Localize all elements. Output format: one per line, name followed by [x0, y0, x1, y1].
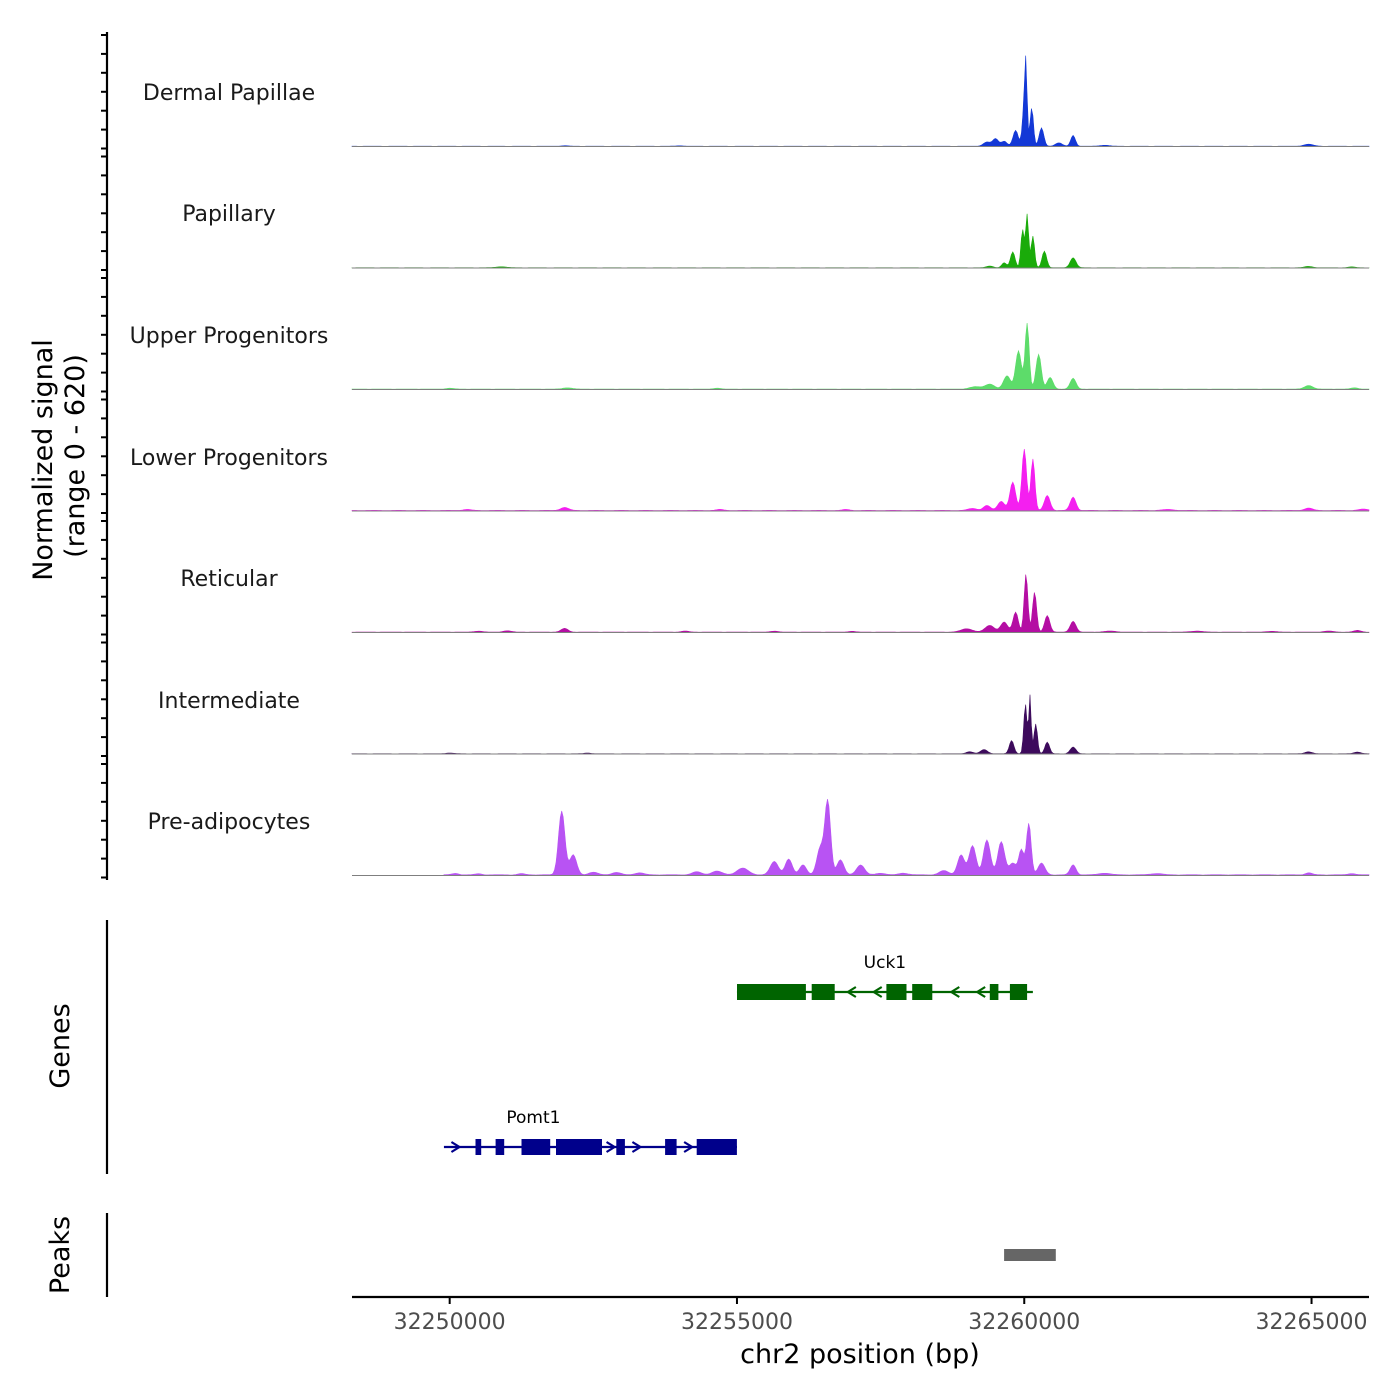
- gene-exon: [912, 984, 933, 1000]
- gene-exon: [737, 984, 806, 1000]
- track-labels: Dermal Papillae Papillary Upper Progenit…: [130, 81, 329, 835]
- coverage-track-lower-progenitors: [351, 448, 1370, 512]
- track-label-reticular: Reticular: [180, 567, 278, 592]
- gene-exon: [521, 1139, 551, 1155]
- track-label-dermal-papillae: Dermal Papillae: [143, 81, 315, 106]
- strand-arrow: [845, 986, 857, 998]
- strand-arrow: [605, 1141, 617, 1153]
- coverage-track-upper-progenitors: [351, 322, 1370, 390]
- coverage-area: [351, 55, 1370, 147]
- track-label-lower-progenitors: Lower Progenitors: [130, 446, 328, 471]
- strand-arrow: [871, 986, 883, 998]
- coverage-area: [443, 798, 1370, 876]
- gene-exon: [811, 984, 835, 1000]
- strand-arrow: [450, 1141, 462, 1153]
- coverage-areas: [351, 55, 1370, 876]
- coverage-track-dermal-papillae: [351, 55, 1370, 147]
- coverage-area: [351, 213, 1370, 269]
- gene-exon: [989, 984, 999, 1000]
- coverage-area: [351, 448, 1370, 512]
- coverage-y-ticks: [101, 34, 107, 879]
- y-axis-title-line2: (range 0 - 620): [60, 354, 91, 558]
- gene-label: Uck1: [864, 953, 906, 973]
- coverage-track-intermediate: [351, 694, 1370, 755]
- gene-exon: [556, 1139, 602, 1155]
- strand-arrow: [631, 1141, 643, 1153]
- peak-region: [1004, 1249, 1056, 1261]
- y-axis-title-line1: Normalized signal: [28, 339, 59, 581]
- coverage-track-papillary: [351, 213, 1370, 269]
- strand-arrow: [949, 986, 960, 998]
- coverage-area: [351, 574, 1370, 633]
- track-label-pre-adipocytes: Pre-adipocytes: [148, 810, 311, 835]
- gene-pomt1: Pomt1: [443, 1108, 737, 1155]
- coverage-area: [351, 322, 1370, 390]
- gene-uck1: Uck1: [736, 953, 1033, 1000]
- strand-arrow: [683, 1141, 695, 1153]
- coverage-area: [351, 694, 1370, 755]
- x-tick-label: 32265000: [1256, 1310, 1368, 1335]
- gene-exon: [495, 1139, 505, 1155]
- x-axis-ticks: 32250000 32255000 32260000 32265000: [394, 1297, 1368, 1335]
- peaks-track-title: Peaks: [45, 1216, 76, 1294]
- gene-models: Uck1 Pomt1: [443, 953, 1033, 1155]
- strand-arrow: [975, 986, 986, 998]
- x-tick-label: 32255000: [681, 1310, 793, 1335]
- track-label-intermediate: Intermediate: [158, 689, 300, 714]
- peak-regions: [1004, 1249, 1056, 1261]
- track-label-upper-progenitors: Upper Progenitors: [130, 324, 329, 349]
- gene-exon: [1009, 984, 1028, 1000]
- x-tick-label: 32250000: [394, 1310, 506, 1335]
- gene-exon: [886, 984, 907, 1000]
- x-tick-label: 32260000: [968, 1310, 1080, 1335]
- coverage-track-reticular: [351, 574, 1370, 633]
- genes-track-title: Genes: [45, 1003, 76, 1088]
- coverage-track-pre-adipocytes: [352, 798, 1370, 876]
- gene-exon: [616, 1139, 625, 1155]
- gene-exon: [696, 1139, 737, 1155]
- gene-exon: [665, 1139, 677, 1155]
- gene-label: Pomt1: [506, 1108, 560, 1128]
- track-label-papillary: Papillary: [182, 202, 276, 227]
- gene-exon: [475, 1139, 482, 1155]
- x-axis-title: chr2 position (bp): [740, 1339, 980, 1370]
